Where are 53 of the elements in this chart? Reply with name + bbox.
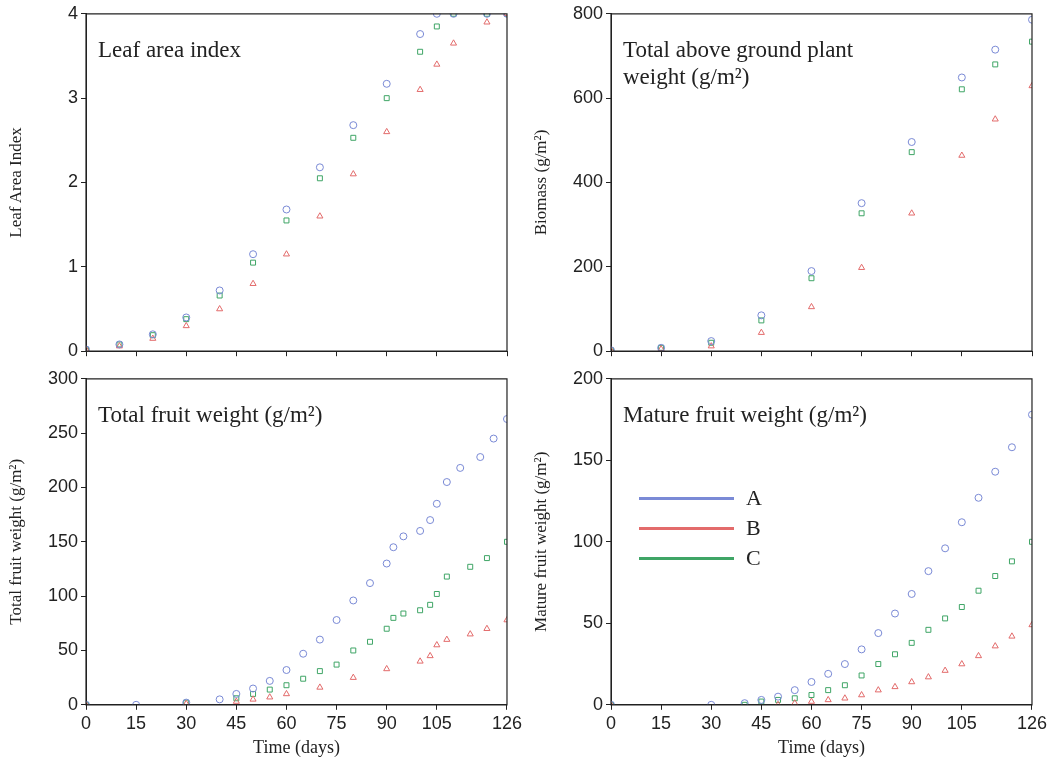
x-tick-label: 126 xyxy=(1016,712,1048,733)
x-tick-label: 45 xyxy=(226,712,247,733)
text: Mature fruit weight (g/m²) xyxy=(623,400,867,429)
x-tick-label: 15 xyxy=(651,712,672,733)
y-tick-label: 0 xyxy=(67,340,78,361)
y-tick-label: 400 xyxy=(572,171,603,192)
x-tick-label: 105 xyxy=(421,712,452,733)
y-axis-title: Leaf Area Index xyxy=(5,126,25,238)
x-tick-label: 75 xyxy=(851,712,872,733)
y-tick-label: 3 xyxy=(67,87,78,108)
x-axis-title: Time (days) xyxy=(253,736,340,758)
y-tick-label: 0 xyxy=(67,693,78,714)
text: Total above ground plant weight (g/m²) xyxy=(623,35,855,91)
y-tick-label: 50 xyxy=(57,639,78,660)
y-tick-label: 150 xyxy=(47,530,78,551)
y-tick-label: 1 xyxy=(67,255,78,276)
x-tick-label: 0 xyxy=(80,712,92,733)
legend-label: C xyxy=(746,545,761,572)
text: Total fruit weight (g/m²) xyxy=(98,400,323,429)
x-tick-label: 90 xyxy=(901,712,922,733)
x-tick-label: 75 xyxy=(326,712,347,733)
y-tick-label: 600 xyxy=(572,87,603,108)
y-axis-title: Total fruit weight (g/m²) xyxy=(5,458,25,625)
y-tick-label: 4 xyxy=(67,2,78,23)
x-tick-label: 60 xyxy=(276,712,297,733)
y-tick-label: 300 xyxy=(47,367,78,388)
y-tick-label: 150 xyxy=(572,449,603,470)
x-tick-label: 126 xyxy=(491,712,523,733)
x-tick-label: 90 xyxy=(376,712,397,733)
text: Leaf area index xyxy=(98,35,242,64)
y-tick-label: 0 xyxy=(592,340,603,361)
x-tick-label: 60 xyxy=(801,712,822,733)
x-tick-label: 30 xyxy=(176,712,197,733)
y-tick-label: 200 xyxy=(572,255,603,276)
x-tick-label: 15 xyxy=(126,712,147,733)
legend-label: A xyxy=(746,485,762,512)
y-tick-label: 100 xyxy=(572,530,603,551)
x-tick-label: 105 xyxy=(946,712,977,733)
y-tick-label: 800 xyxy=(572,2,603,23)
y-axis-title: Mature fruit weight (g/m²) xyxy=(530,451,550,632)
x-tick-label: 45 xyxy=(751,712,772,733)
x-tick-label: 30 xyxy=(701,712,722,733)
y-tick-label: 250 xyxy=(47,422,78,443)
y-tick-label: 200 xyxy=(47,476,78,497)
y-tick-label: 50 xyxy=(582,612,603,633)
y-tick-label: 100 xyxy=(47,585,78,606)
legend-label: B xyxy=(746,515,761,542)
y-tick-label: 0 xyxy=(592,693,603,714)
y-tick-label: 200 xyxy=(572,367,603,388)
y-tick-label: 2 xyxy=(67,171,78,192)
y-axis-title: Biomass (g/m²) xyxy=(530,129,550,236)
x-tick-label: 0 xyxy=(605,712,617,733)
x-axis-title: Time (days) xyxy=(778,736,865,758)
